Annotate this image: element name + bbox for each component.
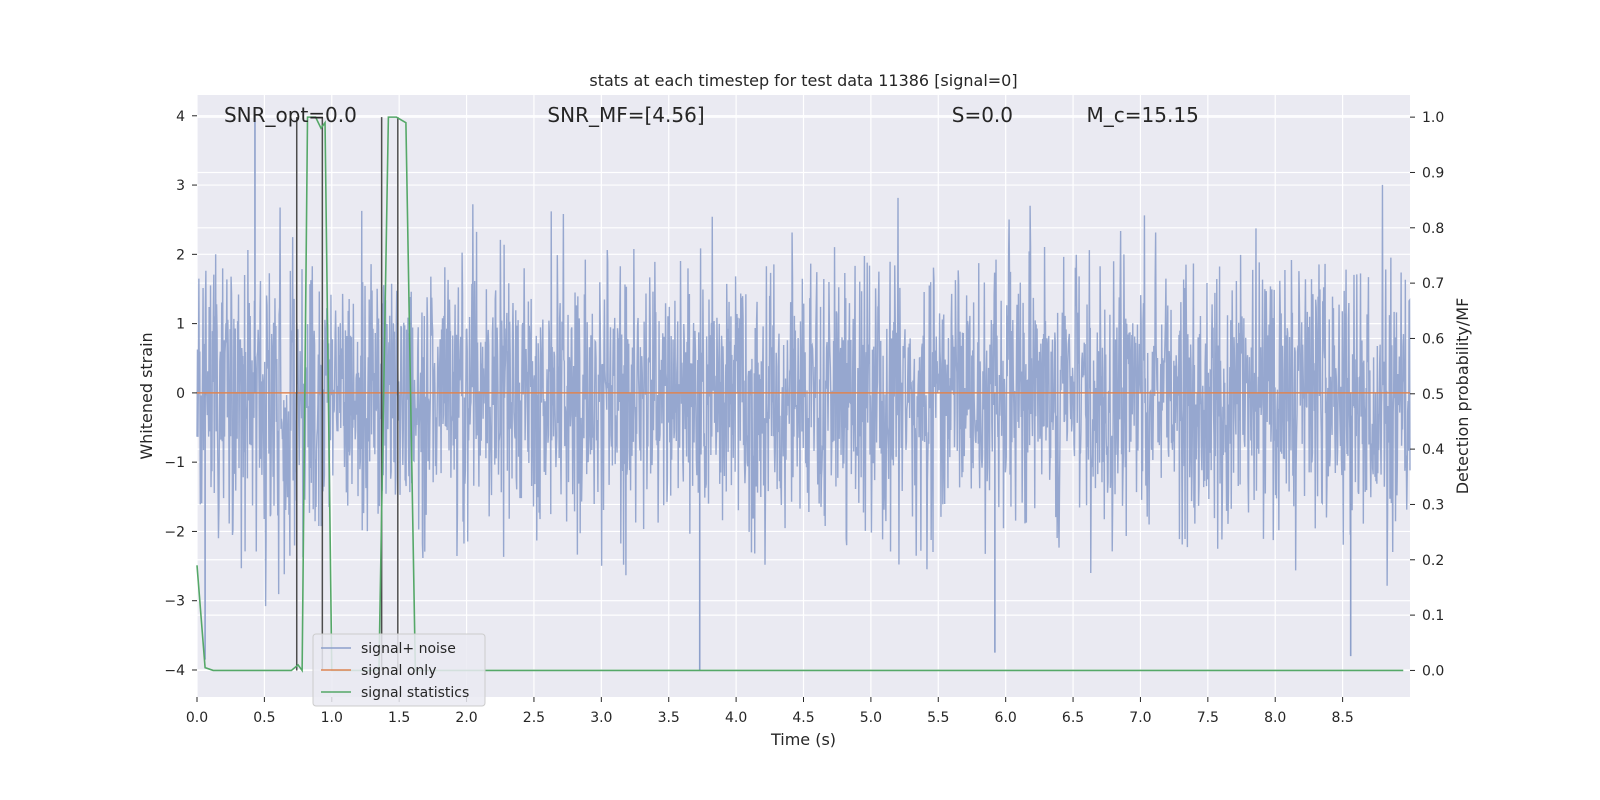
legend-label-signal-statistics: signal statistics	[361, 685, 469, 701]
x-axis-label: Time (s)	[770, 730, 836, 749]
x-tick-label: 2.0	[455, 710, 477, 726]
x-tick-label: 7.0	[1129, 710, 1151, 726]
y-right-tick-label: 0.0	[1422, 663, 1444, 679]
annotation-s: S=0.0	[952, 103, 1013, 127]
signal-statistics-line	[196, 116, 1404, 673]
y-left-tick-label: −4	[164, 663, 185, 679]
x-tick-label: 0.5	[253, 710, 275, 726]
y-left-tick-label: 4	[176, 109, 185, 125]
y-right-axis-label: Detection probability/MF	[1453, 298, 1472, 495]
x-tick-label: 2.5	[523, 710, 545, 726]
y-right-tick-label: 0.3	[1422, 497, 1444, 513]
y-left-tick-label: −1	[164, 455, 185, 471]
x-tick-label: 0.0	[186, 710, 208, 726]
y-right-tick-label: 0.6	[1422, 331, 1444, 347]
y-right-tick-label: 0.2	[1422, 553, 1444, 569]
x-tick-label: 1.5	[388, 710, 410, 726]
y-right-tick-label: 0.9	[1422, 165, 1444, 181]
x-tick-label: 3.0	[590, 710, 612, 726]
y-right-tick-label: 0.5	[1422, 387, 1444, 403]
y-left-axis-ticks: −4 −3 −2 −1 0 1 2 3 4	[164, 109, 197, 679]
legend-box	[312, 633, 486, 707]
y-left-tick-label: 0	[176, 386, 185, 402]
x-tick-label: 8.0	[1264, 710, 1286, 726]
annotation-snr-mf: SNR_MF=[4.56]	[547, 103, 704, 127]
y-right-tick-label: 0.8	[1422, 221, 1444, 237]
y-right-tick-label: 0.7	[1422, 276, 1444, 292]
x-tick-label: 1.0	[321, 710, 343, 726]
y-left-tick-label: 2	[176, 247, 185, 263]
annotation-snr-opt: SNR_opt=0.0	[224, 103, 357, 127]
chart-title: stats at each timestep for test data 113…	[589, 71, 1017, 90]
series-signal-statistics	[196, 116, 1404, 673]
x-tick-label: 3.5	[658, 710, 680, 726]
y-right-tick-label: 0.1	[1422, 608, 1444, 624]
noise-trace	[196, 184, 1411, 607]
y-right-tick-label: 0.4	[1422, 442, 1444, 458]
y-left-tick-label: −2	[164, 524, 185, 540]
x-tick-label: 7.5	[1197, 710, 1219, 726]
x-tick-label: 4.5	[792, 710, 814, 726]
x-tick-label: 6.0	[995, 710, 1017, 726]
y-right-tick-label: 1.0	[1422, 110, 1444, 126]
y-right-axis-ticks: 0.0 0.1 0.2 0.3 0.4 0.5 0.6 0.7 0.8 0.9 1.0	[1410, 110, 1444, 679]
y-left-tick-label: 3	[176, 178, 185, 194]
x-tick-label: 8.5	[1331, 710, 1353, 726]
legend-label-signal-noise: signal+ noise	[361, 641, 456, 657]
legend: signal+ noise signal only signal statist…	[312, 633, 486, 707]
x-tick-label: 6.5	[1062, 710, 1084, 726]
x-tick-label: 5.0	[860, 710, 882, 726]
legend-label-signal-only: signal only	[361, 663, 436, 679]
y-left-tick-label: 1	[176, 317, 185, 333]
x-axis-ticks: 0.0 0.5 1.0 1.5 2.0 2.5 3.0 3.5 4.0 4.5 5.0 5.5 6.0 6…	[186, 697, 1354, 726]
vertical-markers	[295, 117, 399, 671]
y-left-axis-label: Whitened strain	[137, 332, 156, 459]
x-tick-label: 5.5	[927, 710, 949, 726]
x-tick-label: 4.0	[725, 710, 747, 726]
annotation-mc: M_c=15.15	[1087, 103, 1199, 127]
series-signal-noise	[196, 115, 1411, 670]
y-left-tick-label: −3	[164, 594, 185, 610]
